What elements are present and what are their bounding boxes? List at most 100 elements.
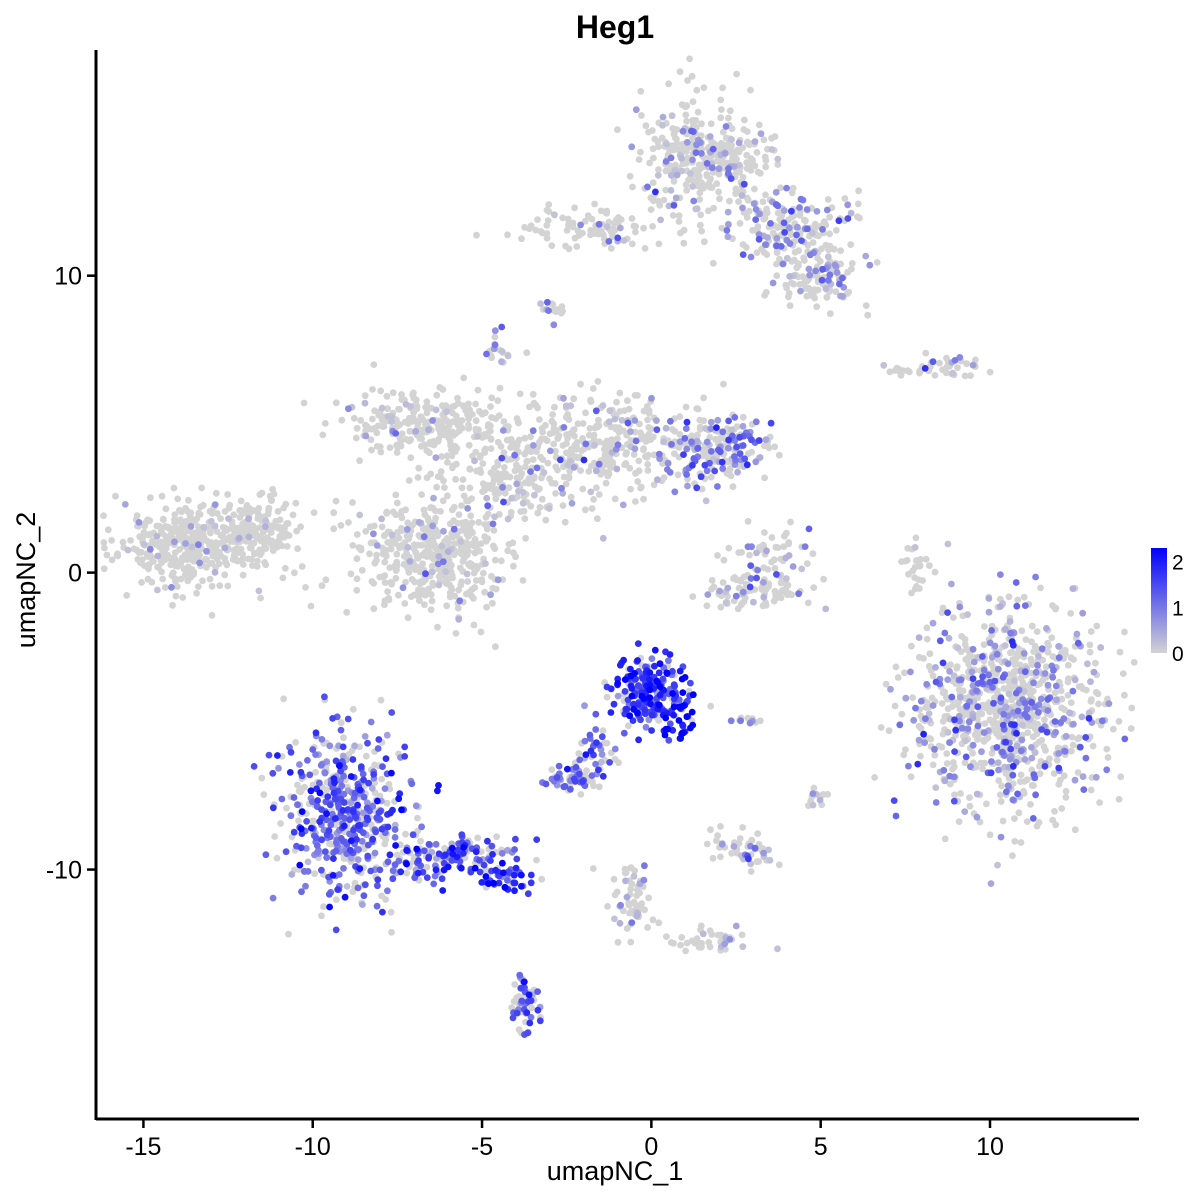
data-point — [658, 134, 666, 142]
data-point — [985, 671, 992, 679]
data-point — [330, 855, 337, 862]
data-point — [307, 602, 315, 610]
data-point — [373, 542, 381, 549]
data-point — [773, 571, 780, 578]
data-point — [668, 441, 675, 448]
data-point — [632, 228, 639, 236]
data-point — [396, 406, 403, 413]
data-point — [733, 443, 741, 451]
data-point — [340, 822, 348, 830]
data-point — [707, 425, 715, 432]
data-point — [761, 292, 768, 299]
data-point — [707, 473, 715, 481]
data-point — [611, 415, 619, 423]
data-point — [650, 481, 658, 489]
data-point — [1053, 756, 1061, 764]
data-point — [610, 700, 618, 708]
data-point — [381, 531, 389, 539]
data-point — [551, 211, 558, 219]
data-point — [402, 830, 409, 838]
data-point — [443, 408, 450, 415]
data-point — [356, 511, 364, 519]
data-point — [471, 457, 478, 465]
data-point — [420, 847, 428, 855]
data-point — [1052, 728, 1059, 736]
data-point — [517, 508, 525, 515]
data-point — [421, 601, 428, 609]
data-point — [1006, 618, 1014, 625]
data-point — [1037, 695, 1045, 703]
data-point — [592, 407, 600, 415]
data-point — [384, 588, 391, 595]
data-point — [951, 791, 958, 799]
data-point — [854, 200, 862, 208]
data-point — [765, 444, 773, 452]
data-point — [370, 771, 378, 778]
data-point — [138, 548, 145, 556]
data-point — [762, 191, 769, 199]
data-point — [772, 593, 780, 600]
data-point — [638, 112, 645, 119]
data-point — [369, 835, 377, 843]
data-point — [621, 461, 629, 469]
data-point — [169, 601, 176, 609]
data-point — [332, 896, 340, 904]
data-point — [694, 405, 702, 413]
data-point — [119, 538, 127, 546]
data-point — [664, 459, 672, 467]
data-point — [398, 514, 406, 522]
data-point — [444, 863, 452, 871]
data-point — [449, 574, 456, 582]
data-point — [961, 808, 969, 815]
data-point — [416, 597, 423, 604]
data-point — [976, 709, 983, 717]
data-point — [409, 414, 417, 421]
data-point — [233, 545, 241, 553]
data-point — [370, 605, 378, 613]
data-point — [374, 882, 381, 890]
data-point — [922, 715, 929, 723]
data-point — [823, 293, 831, 301]
data-point — [662, 424, 670, 432]
data-point — [1061, 706, 1068, 714]
data-point — [347, 570, 355, 578]
data-point — [459, 558, 467, 565]
data-point — [773, 234, 781, 242]
data-point — [635, 457, 643, 465]
data-point — [736, 433, 743, 441]
data-point — [761, 529, 768, 536]
data-point — [747, 86, 754, 94]
data-point — [478, 578, 486, 586]
data-point — [1073, 630, 1081, 638]
data-point — [1021, 756, 1029, 763]
data-point — [1031, 749, 1039, 756]
data-point — [492, 585, 500, 593]
data-point — [171, 538, 178, 546]
data-point — [457, 550, 465, 558]
data-point — [221, 571, 229, 579]
data-point — [988, 758, 995, 765]
data-point — [378, 515, 385, 523]
data-point — [762, 436, 770, 444]
data-point — [1064, 692, 1072, 699]
data-point — [363, 799, 371, 807]
data-point — [343, 608, 351, 616]
data-point — [825, 246, 832, 254]
data-point — [349, 705, 357, 713]
data-point — [349, 542, 357, 549]
data-point — [708, 577, 716, 584]
data-point — [489, 851, 496, 858]
data-point — [809, 239, 817, 246]
data-point — [803, 206, 811, 213]
data-point — [1082, 734, 1090, 741]
data-point — [964, 725, 972, 732]
data-point — [681, 435, 689, 442]
data-point — [693, 141, 700, 149]
data-point — [371, 407, 378, 415]
data-point — [360, 892, 368, 900]
data-point — [623, 925, 631, 932]
data-point — [911, 544, 919, 551]
data-point — [589, 385, 597, 392]
data-point — [669, 212, 677, 219]
data-point — [326, 801, 334, 809]
